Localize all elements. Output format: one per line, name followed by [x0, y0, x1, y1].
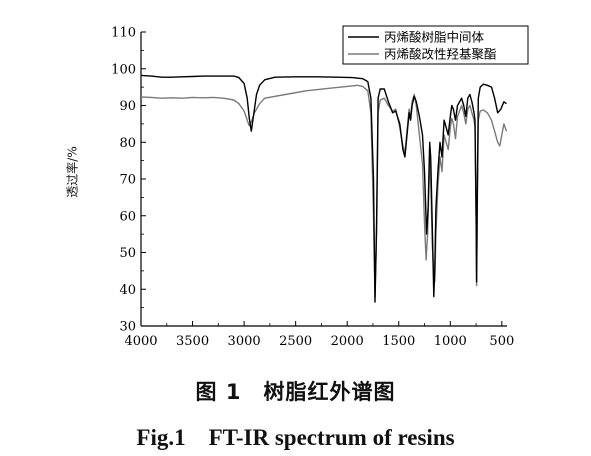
- y-tick-label: 110: [111, 26, 136, 41]
- x-tick-label: 3500: [176, 334, 209, 349]
- figure-caption-cn: 图 1 树脂红外谱图: [195, 380, 396, 404]
- plot-axes: 30 40 50 60 70 80 90 100 110 4000 3500 3000 2500 2000…: [111, 26, 514, 350]
- y-tick-label: 70: [119, 173, 136, 188]
- legend-label: 丙烯酸改性羟基聚酯: [384, 47, 497, 62]
- y-tick-label: 90: [119, 99, 136, 114]
- legend-label: 丙烯酸树脂中间体: [384, 30, 485, 45]
- x-tick-label: 2500: [279, 334, 312, 349]
- series-layer: [140, 74, 508, 303]
- figure-caption-en: Fig.1 FT-IR spectrum of resins: [136, 425, 455, 450]
- x-tick-label: 2000: [331, 334, 364, 349]
- x-tick-label: 500: [489, 334, 514, 349]
- legend-box: [342, 25, 529, 65]
- x-tick-label: 4000: [124, 334, 157, 349]
- x-tick-label: 1500: [382, 334, 415, 349]
- y-tick-label: 30: [119, 320, 136, 335]
- x-tick-label: 1000: [434, 334, 467, 349]
- ftir-chart: 30 40 50 60 70 80 90 100 110 4000 3500 3000 2500 2000…: [111, 25, 529, 350]
- y-tick-label: 80: [119, 136, 136, 151]
- y-tick-label: 100: [111, 62, 136, 77]
- y-tick-label: 40: [119, 283, 136, 298]
- y-axis-label: 透过率/%: [65, 146, 80, 198]
- y-tick-label: 50: [119, 246, 136, 261]
- x-tick-label: 3000: [228, 334, 261, 349]
- series-line: [140, 74, 507, 303]
- series-line: [140, 84, 508, 298]
- y-tick-label: 60: [119, 209, 136, 224]
